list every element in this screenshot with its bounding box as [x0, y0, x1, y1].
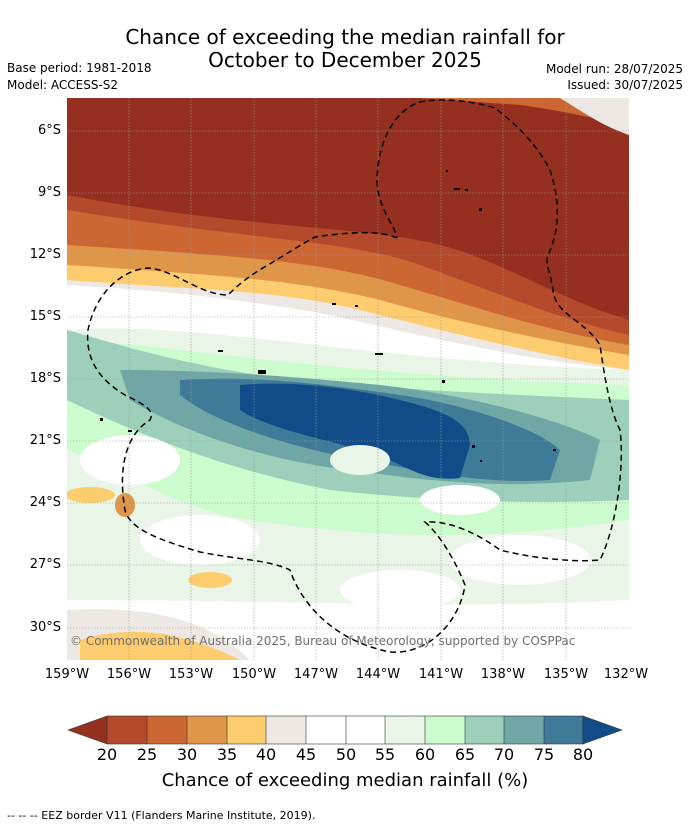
colorbar-tick-45: 45: [295, 745, 317, 764]
islands: [100, 170, 556, 462]
lon-label-159w: 159°W: [44, 667, 90, 682]
colorbar-tick-25: 25: [136, 745, 158, 764]
colorbar-tick-75: 75: [533, 745, 555, 764]
colorbar-tick-70: 70: [493, 745, 515, 764]
lon-label-135w: 135°W: [543, 667, 589, 682]
model-run: Model run: 28/07/2025: [545, 62, 683, 76]
issued-date: Issued: 30/07/2025: [567, 78, 683, 92]
copyright-notice: © Commonwealth of Australia 2025, Bureau…: [70, 634, 576, 648]
map-title-line1: Chance of exceeding the median rainfall …: [125, 25, 565, 49]
lon-label-150w: 150°W: [231, 667, 277, 682]
lon-label-153w: 153°W: [168, 667, 214, 682]
model-name: Model: ACCESS-S2: [7, 78, 119, 92]
colorbar-tick-35: 35: [216, 745, 238, 764]
eez-legend-footer: -- -- -- EEZ border V11 (Flanders Marine…: [7, 809, 316, 822]
lon-label-141w: 141°W: [418, 667, 464, 682]
lat-label-6s: 6°S: [37, 123, 61, 138]
lat-label-30s: 30°S: [29, 620, 61, 635]
lon-label-156w: 156°W: [106, 667, 152, 682]
lat-label-15s: 15°S: [29, 309, 61, 324]
lat-label-9s: 9°S: [37, 185, 61, 200]
base-period: Base period: 1981-2018: [7, 61, 152, 75]
colorbar-tick-50: 50: [335, 745, 357, 764]
lat-label-21s: 21°S: [29, 433, 61, 448]
map-title-line2: October to December 2025: [208, 48, 482, 72]
colorbar-tick-80: 80: [572, 745, 594, 764]
lat-label-24s: 24°S: [29, 495, 61, 510]
colorbar-tick-30: 30: [176, 745, 198, 764]
colorbar-tick-55: 55: [374, 745, 396, 764]
colorbar-tick-20: 20: [96, 745, 118, 764]
colorbar-tick-65: 65: [454, 745, 476, 764]
colorbar-title: Chance of exceeding median rainfall (%): [161, 770, 529, 791]
colorbar: [67, 715, 623, 745]
colorbar-tick-60: 60: [414, 745, 436, 764]
lat-label-12s: 12°S: [29, 247, 61, 262]
lon-label-147w: 147°W: [293, 667, 339, 682]
lon-label-144w: 144°W: [355, 667, 401, 682]
lon-label-132w: 132°W: [603, 667, 649, 682]
colorbar-tick-40: 40: [255, 745, 277, 764]
eez-border: [86, 99, 623, 653]
lon-label-138w: 138°W: [480, 667, 526, 682]
rainfall-field: [67, 98, 629, 660]
lat-label-27s: 27°S: [29, 557, 61, 572]
lat-label-18s: 18°S: [29, 371, 61, 386]
